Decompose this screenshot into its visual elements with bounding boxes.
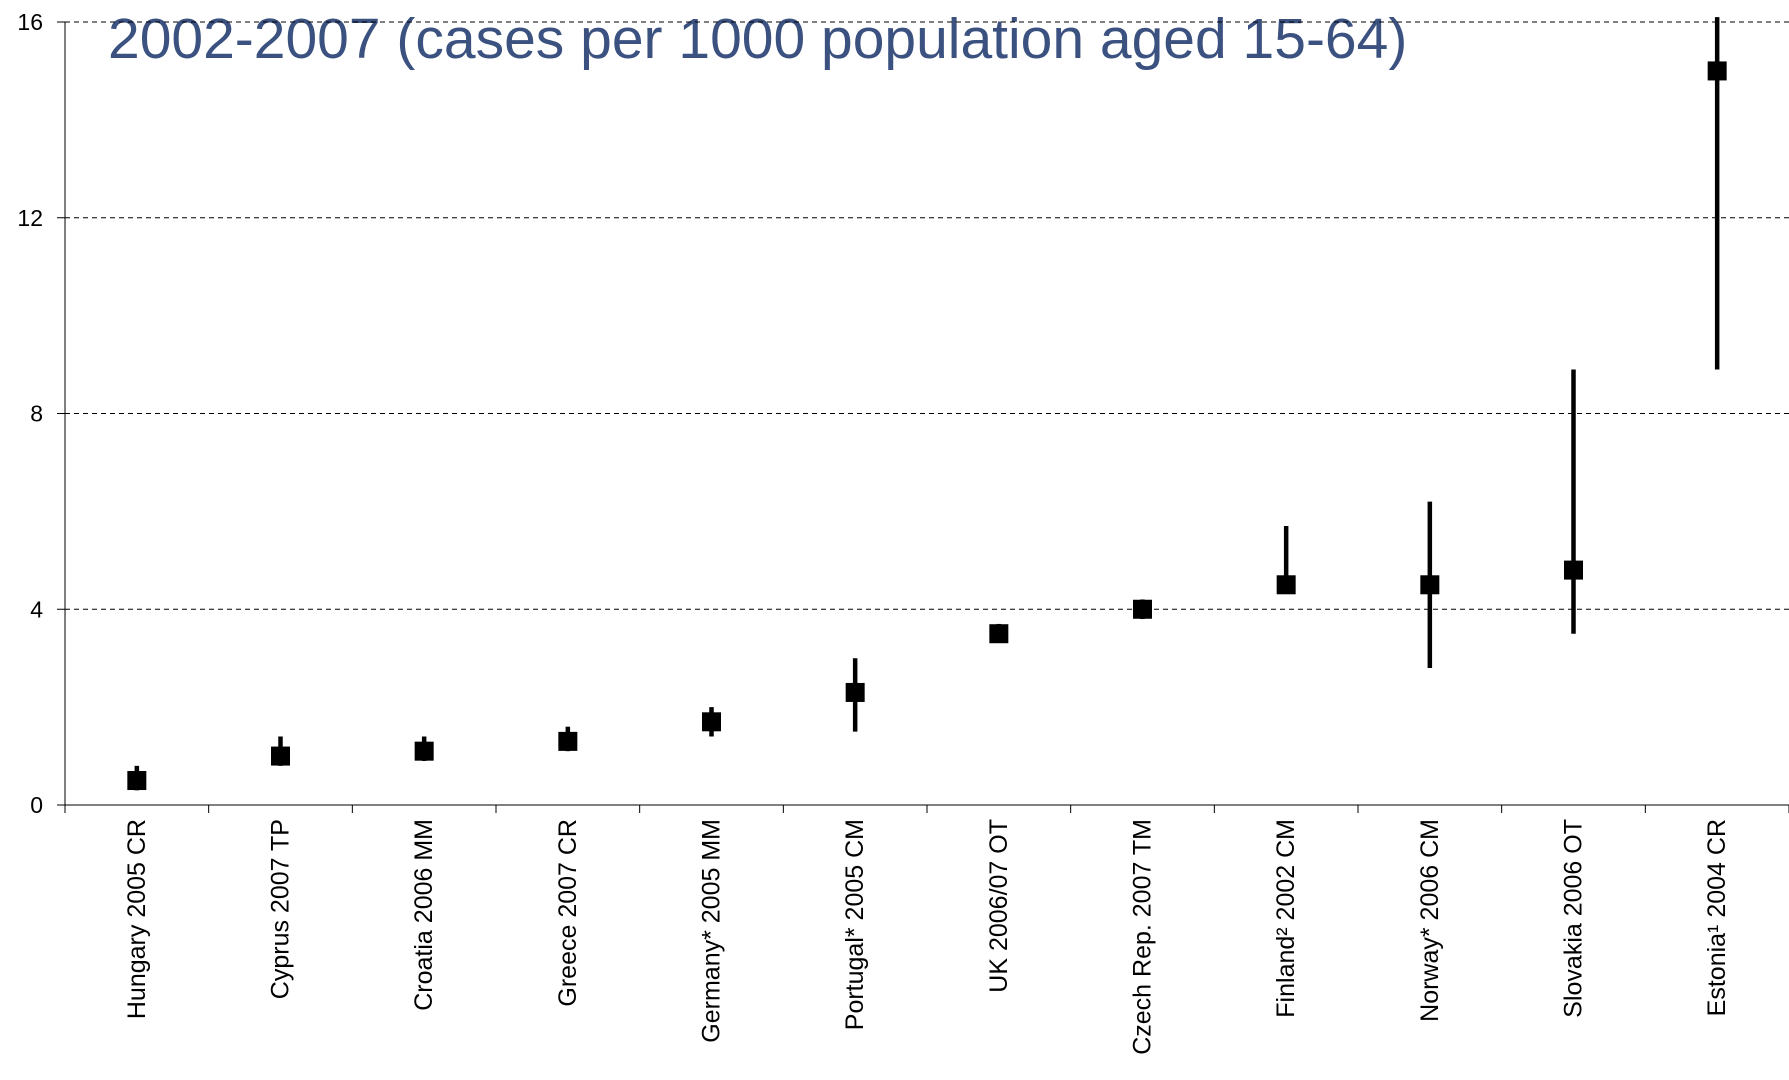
y-tick-label: 16 — [17, 9, 43, 35]
x-tick-label: Slovakia 2006 OT — [1560, 819, 1588, 1018]
x-tick-label: Norway* 2006 CM — [1416, 819, 1444, 1022]
point — [1707, 61, 1727, 81]
point — [558, 731, 578, 751]
x-tick-label: Estonia¹ 2004 CR — [1703, 819, 1731, 1016]
point — [845, 682, 865, 702]
point — [127, 771, 147, 791]
y-tick-label: 8 — [30, 401, 43, 427]
point — [1420, 575, 1440, 595]
x-tick-label: Cyprus 2007 TP — [267, 819, 295, 999]
y-tick-label: 4 — [30, 596, 43, 622]
x-tick-label: Croatia 2006 MM — [410, 819, 438, 1011]
x-tick-label: Finland² 2002 CM — [1272, 819, 1300, 1018]
x-tick-label: Germany* 2005 MM — [698, 819, 726, 1043]
point — [702, 712, 721, 732]
x-tick-label: UK 2006/07 OT — [985, 819, 1013, 993]
x-tick-label: Portugal* 2005 CM — [841, 819, 869, 1030]
point — [989, 624, 1009, 644]
y-tick-label: 12 — [17, 205, 43, 231]
point — [414, 741, 434, 761]
x-tick-label: Czech Rep. 2007 TM — [1129, 819, 1157, 1055]
point — [271, 746, 290, 766]
x-tick-label: Greece 2007 CR — [554, 819, 582, 1007]
point — [1276, 575, 1296, 595]
x-tick-label: Hungary 2005 CR — [123, 819, 151, 1019]
point — [1133, 599, 1152, 619]
chart-title: 2002-2007 (cases per 1000 population age… — [108, 7, 1407, 71]
point — [1564, 560, 1583, 580]
y-tick-label: 0 — [30, 792, 43, 818]
